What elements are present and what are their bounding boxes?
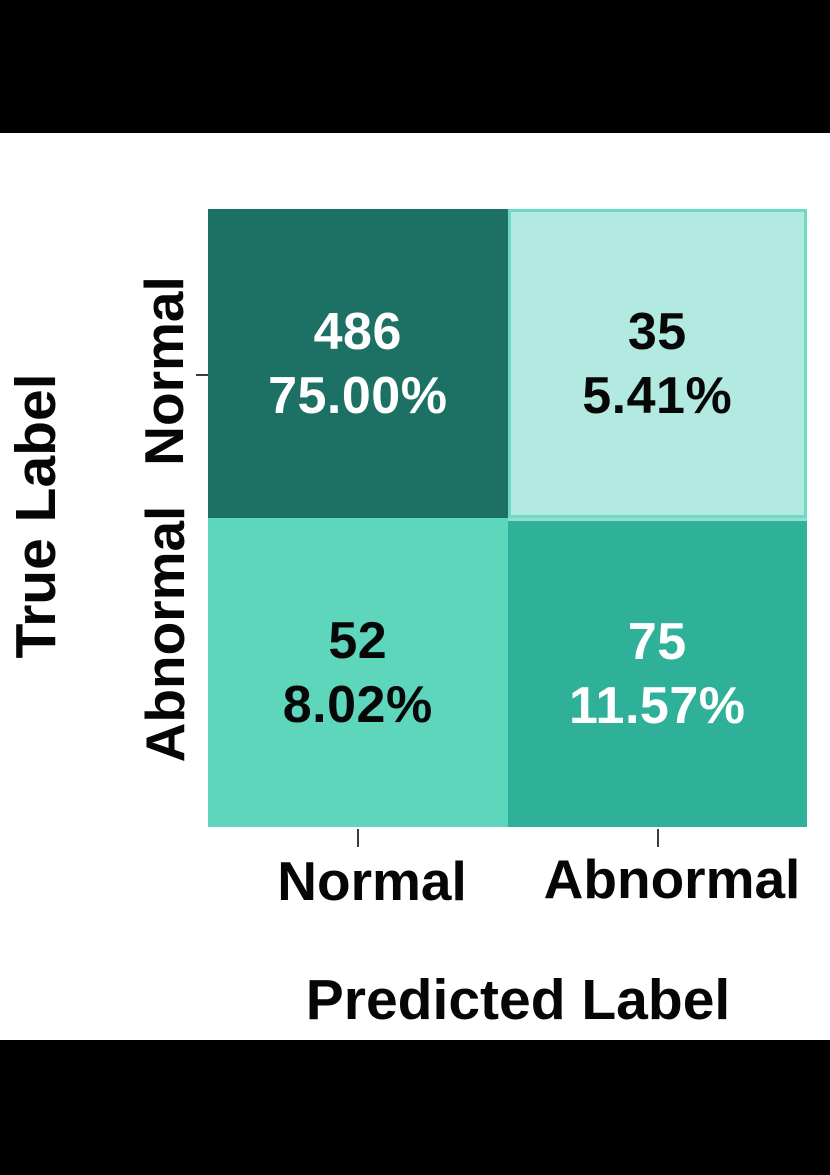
cell-count: 52 xyxy=(328,611,388,670)
cell-count: 75 xyxy=(627,613,687,671)
cell-count: 486 xyxy=(313,302,402,361)
cell-percent: 8.02% xyxy=(282,675,433,734)
cell-percent: 75.00% xyxy=(268,366,448,425)
x-ticklabel-normal: Normal xyxy=(277,850,467,912)
cell-percent: 5.41% xyxy=(582,366,733,425)
confusion-matrix-grid: 486 75.00% 35 5.41% 52 8.02% 75 11.57% xyxy=(208,209,807,827)
y-ticklabel-abnormal: Abnormal xyxy=(134,505,196,763)
y-axis-title: True Label xyxy=(4,373,68,659)
cell-true-abnormal-pred-abnormal: 75 11.57% xyxy=(507,518,807,827)
x-tick-abnormal xyxy=(657,829,659,847)
cell-true-abnormal-pred-normal: 52 8.02% xyxy=(208,518,508,827)
x-tick-normal xyxy=(357,829,359,847)
figure-canvas: 486 75.00% 35 5.41% 52 8.02% 75 11.57% N… xyxy=(0,133,830,1040)
y-tick-normal xyxy=(196,374,208,376)
cell-true-normal-pred-normal: 486 75.00% xyxy=(208,209,508,518)
x-axis-title: Predicted Label xyxy=(305,968,731,1032)
x-ticklabel-abnormal: Abnormal xyxy=(543,848,801,910)
cell-true-normal-pred-abnormal: 35 5.41% xyxy=(507,209,807,518)
cell-percent: 11.57% xyxy=(569,677,746,735)
cell-count: 35 xyxy=(627,302,687,361)
y-ticklabel-normal: Normal xyxy=(133,276,195,466)
